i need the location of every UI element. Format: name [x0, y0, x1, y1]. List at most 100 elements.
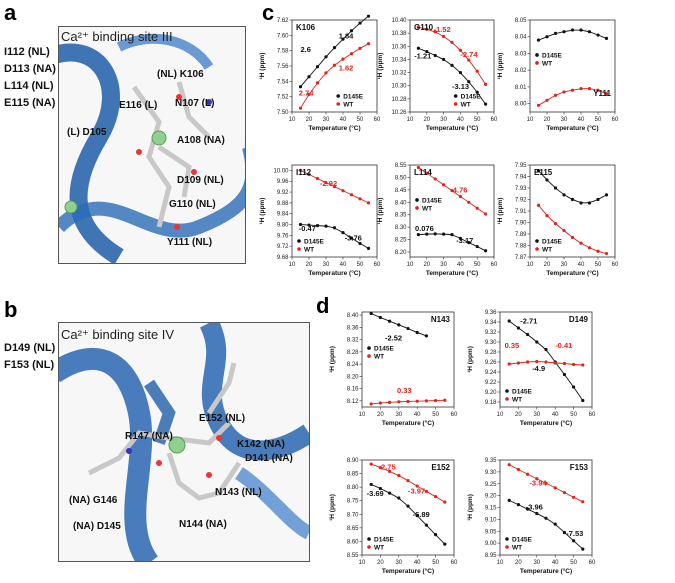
data-point-wt: [562, 228, 566, 233]
legend-marker: [367, 346, 371, 350]
y-tick-label: 8.16: [347, 387, 359, 393]
side-list-item: E115 (NA): [4, 97, 56, 109]
data-point-d145e: [369, 311, 373, 316]
series-line-wt: [418, 26, 486, 85]
data-point-wt: [341, 189, 345, 193]
data-point-wt: [467, 58, 471, 62]
legend-label: WT: [304, 246, 314, 253]
data-point-d145e: [406, 326, 410, 331]
x-tick-label: 60: [612, 262, 619, 268]
site4-title: Ca²⁺ binding site IV: [61, 327, 175, 342]
data-point-d145e: [341, 231, 345, 235]
site4-structure-image: Ca²⁺ binding site IV E152 (NL) R147 (NA)…: [58, 322, 310, 562]
y-tick-label: 8.50: [395, 175, 407, 181]
y-tick-label: 10.00: [273, 168, 289, 174]
site3-title: Ca²⁺ binding site III: [61, 29, 173, 44]
y-tick-label: 9.00: [485, 541, 497, 547]
data-point-d145e: [450, 63, 454, 67]
data-point-wt: [416, 25, 420, 29]
site4-ribbon-drawing: [59, 323, 309, 561]
y-axis-label: ¹H (ppm): [259, 53, 266, 80]
y-tick-label: 9.10: [485, 517, 497, 523]
y-tick-label: 9.76: [277, 233, 289, 239]
x-tick-label: 20: [423, 262, 430, 268]
slope-annotation: -3.13: [452, 82, 469, 91]
data-point-wt: [545, 214, 549, 218]
data-point-d145e: [442, 232, 446, 236]
legend-label: D145E: [374, 536, 395, 543]
chart-title: K106: [296, 23, 316, 32]
data-point-d145e: [378, 315, 382, 320]
chart-title: Y111: [593, 89, 611, 98]
data-point-wt: [378, 466, 382, 470]
x-tick-label: 60: [374, 262, 381, 268]
data-point-d145e: [315, 65, 320, 69]
y-axis-label: ¹H (ppm): [377, 53, 384, 80]
slope-annotation: -2.75: [379, 463, 396, 472]
y-tick-label: 8.90: [347, 458, 359, 464]
x-tick-label: 10: [527, 117, 534, 123]
y-tick-label: 9.25: [485, 482, 497, 488]
data-point-d145e: [332, 226, 337, 230]
chart-f153: 10 20 30 40 50 60 8.95 9.00 9.05 9.10 9.15 9.20 9.25…: [467, 458, 596, 575]
side-list-item: F153 (NL): [4, 359, 55, 371]
y-tick-label: 9.15: [485, 506, 497, 512]
data-point-wt: [581, 500, 585, 504]
slope-annotation: -0.41: [555, 341, 572, 350]
y-tick-label: 8.01: [515, 85, 527, 91]
data-point-d145e: [349, 29, 354, 33]
data-point-wt: [596, 88, 600, 92]
x-tick-label: 10: [289, 262, 296, 268]
chart-title: G110: [414, 23, 434, 32]
data-point-d145e: [378, 486, 382, 491]
residue-label: N143 (NL): [215, 487, 262, 498]
y-tick-label: 8.75: [347, 499, 359, 505]
x-tick-label: 10: [497, 412, 504, 418]
data-point-d145e: [397, 323, 401, 327]
data-point-wt: [450, 40, 454, 44]
x-tick-label: 40: [340, 117, 347, 123]
slope-annotation: -3.17: [456, 236, 473, 245]
legend-label: D145E: [304, 238, 325, 245]
y-tick-label: 10.28: [391, 97, 407, 103]
slope-annotation: 2.6: [301, 45, 311, 54]
data-point-d145e: [562, 372, 567, 377]
y-tick-label: 9.05: [485, 529, 497, 535]
series-line-d145e: [371, 313, 427, 337]
data-point-d145e: [562, 30, 566, 34]
y-tick-label: 8.55: [347, 553, 359, 559]
y-tick-label: 9.36: [485, 310, 497, 316]
data-point-d145e: [507, 319, 511, 323]
slope-annotation: -3.76: [345, 233, 362, 242]
residue-label: (NL) K106: [157, 69, 204, 80]
data-point-d145e: [424, 334, 428, 338]
data-point-d145e: [416, 233, 420, 237]
panel-label-a: a: [4, 0, 17, 25]
data-point-wt: [536, 103, 541, 107]
y-tick-label: 7.60: [277, 33, 289, 39]
y-tick-label: 7.50: [277, 110, 289, 116]
data-point-wt: [349, 193, 354, 197]
data-point-d145e: [545, 178, 549, 182]
y-tick-label: 9.92: [277, 190, 289, 196]
data-point-wt: [484, 82, 488, 86]
legend-label: D145E: [422, 197, 443, 204]
y-tick-label: 8.36: [347, 325, 359, 331]
legend-label: WT: [512, 544, 522, 551]
y-axis-label: ¹H (ppm): [497, 53, 504, 80]
legend-label: WT: [512, 396, 522, 403]
data-point-d145e: [475, 90, 479, 94]
legend-marker: [453, 94, 458, 98]
side-list-item: I112 (NL): [4, 46, 50, 58]
data-point-wt: [416, 165, 420, 170]
x-tick-label: 20: [544, 262, 551, 268]
data-point-wt: [424, 489, 428, 494]
data-point-wt: [507, 362, 511, 366]
legend-marker: [367, 545, 371, 549]
data-point-wt: [434, 495, 438, 499]
data-point-d145e: [484, 249, 488, 253]
side-list-item: L114 (NL): [4, 80, 54, 92]
y-tick-label: 7.93: [515, 186, 527, 192]
legend-label: D145E: [542, 238, 563, 245]
